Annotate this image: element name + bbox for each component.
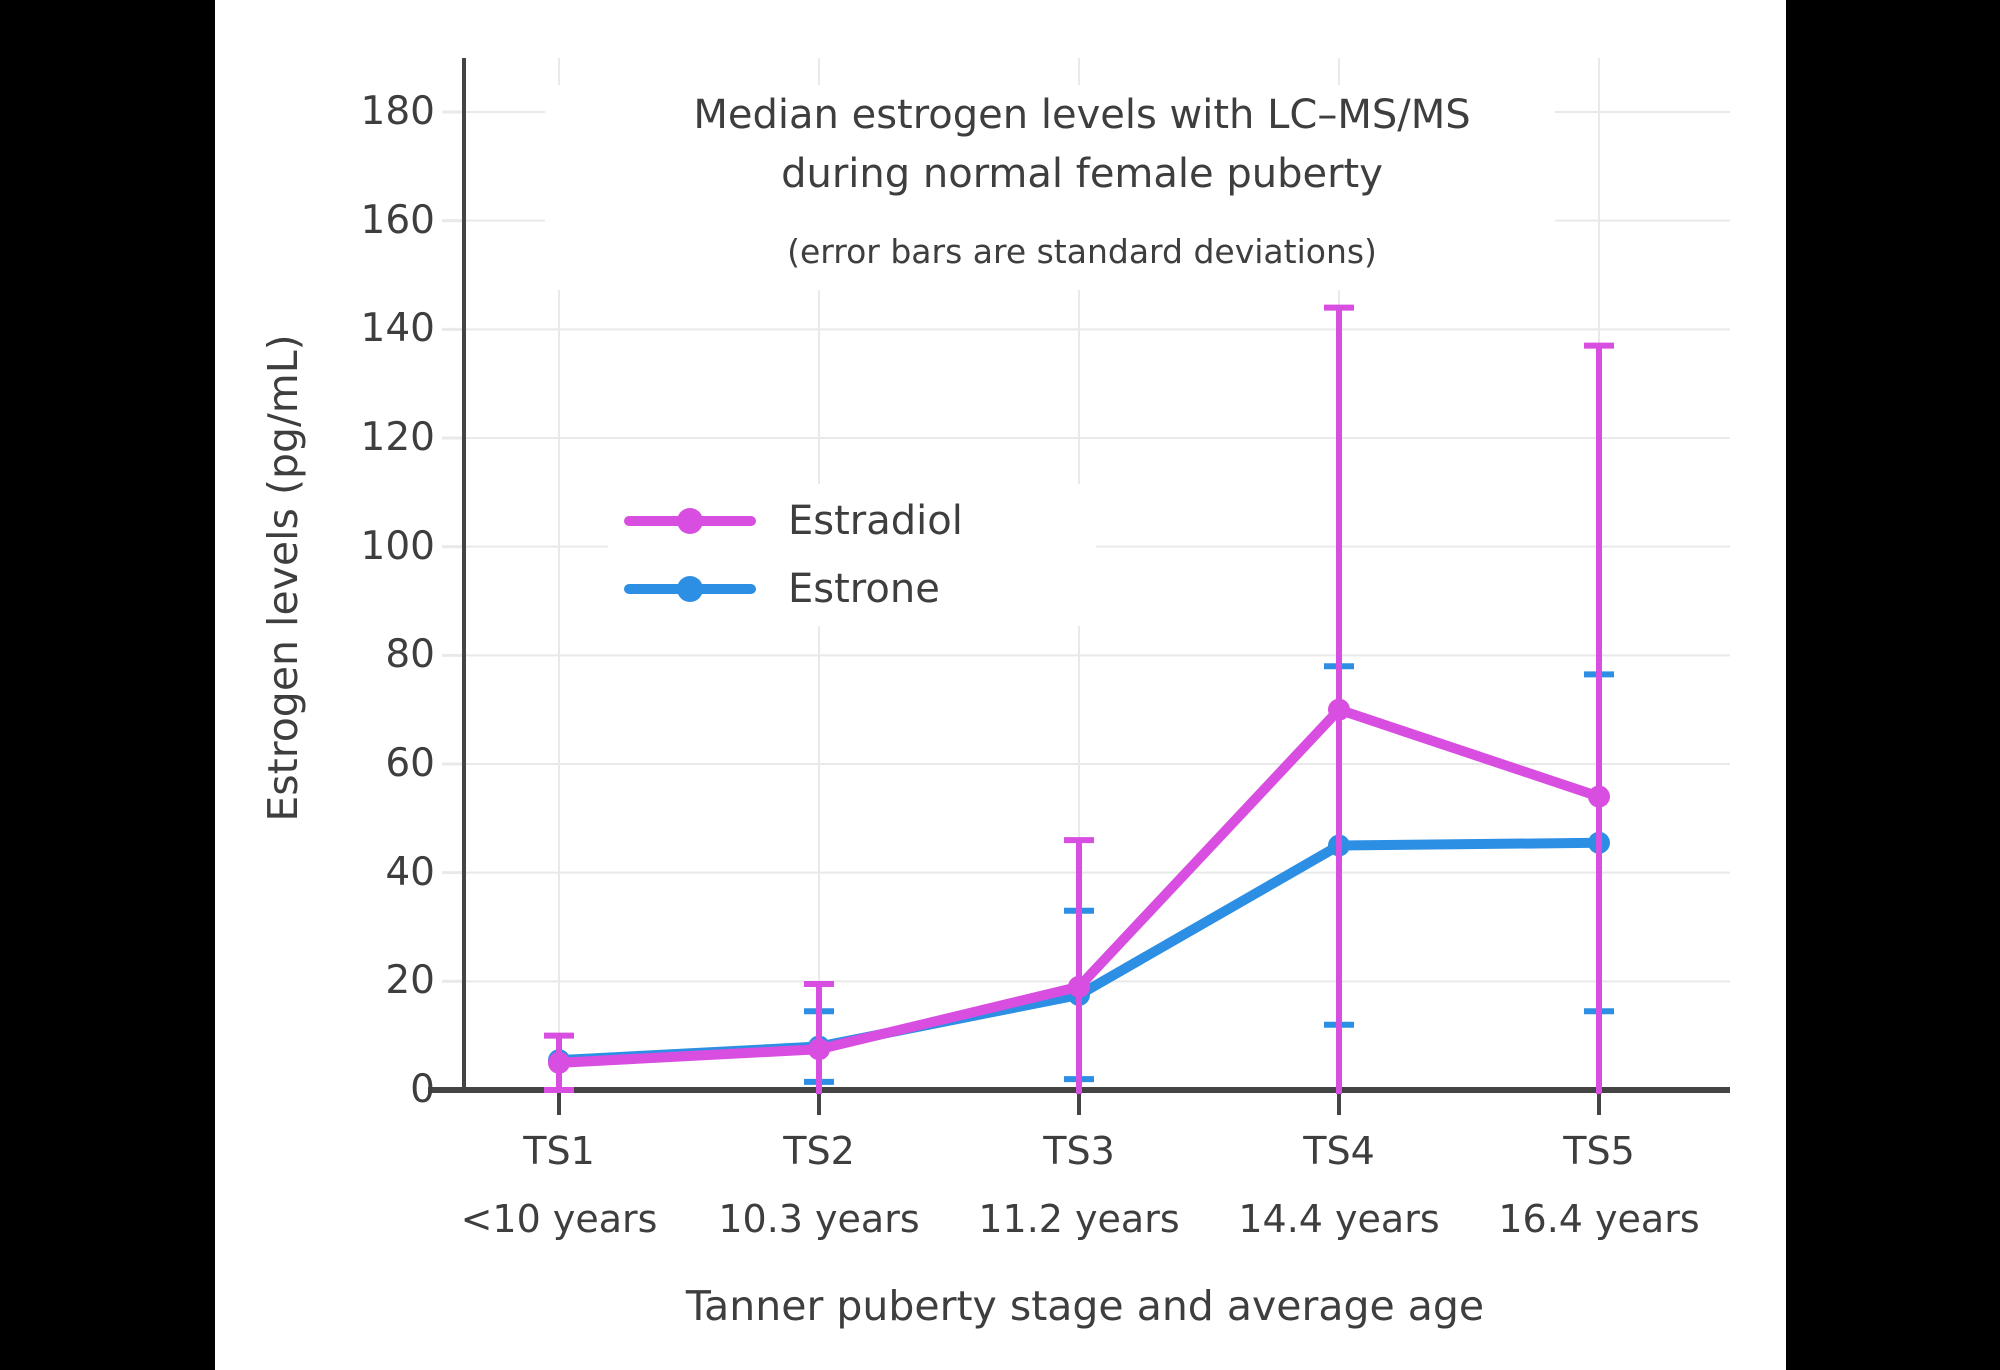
estradiol-line-swatch (624, 507, 756, 534)
legend-label-estradiol: Estradiol (788, 497, 963, 544)
x-stage-label-TS3: TS3 (1043, 1129, 1115, 1173)
y-tick-label-160: 160 (360, 197, 435, 243)
y-tick-label-20: 20 (385, 958, 435, 1004)
estrone-line-swatch (624, 576, 756, 603)
data-point-Estradiol-TS4[interactable] (1328, 698, 1350, 721)
x-axis-title: Tanner puberty stage and average age (685, 1282, 1485, 1330)
y-tick-label-120: 120 (360, 415, 435, 460)
chart-title-line1: Median estrogen levels with LC–MS/MS (693, 92, 1471, 138)
chart-title-line2: during normal female puberty (781, 151, 1383, 197)
chart-subtitle: (error bars are standard deviations) (787, 232, 1377, 271)
y-tick-label-40: 40 (385, 849, 435, 895)
y-tick-label-60: 60 (385, 741, 435, 786)
legend-item-estrone[interactable]: Estrone (608, 557, 1096, 621)
x-stage-label-TS2: TS2 (783, 1129, 855, 1173)
title-background (545, 85, 1555, 290)
estrone-marker-icon (677, 576, 703, 603)
x-age-label-TS1: <10 years (460, 1197, 658, 1241)
chart-title-block: Median estrogen levels with LC–MS/MS dur… (482, 86, 1682, 272)
x-stage-label-TS5: TS5 (1563, 1129, 1635, 1173)
estradiol-marker-icon (677, 507, 703, 534)
x-stage-label-TS4: TS4 (1303, 1129, 1375, 1173)
y-tick-label-140: 140 (360, 306, 435, 352)
x-age-label-TS4: 14.4 years (1238, 1197, 1440, 1241)
data-point-Estradiol-TS1[interactable] (548, 1051, 570, 1074)
y-tick-label-0: 0 (410, 1067, 435, 1112)
data-point-Estradiol-TS5[interactable] (1588, 785, 1610, 808)
y-tick-label-100: 100 (360, 523, 435, 569)
y-tick-label-80: 80 (385, 632, 435, 678)
legend: Estradiol Estrone (608, 484, 1096, 626)
data-point-Estradiol-TS2[interactable] (808, 1038, 830, 1061)
data-point-Estradiol-TS3[interactable] (1068, 975, 1090, 998)
x-age-label-TS3: 11.2 years (978, 1197, 1180, 1241)
x-stage-label-TS1: TS1 (523, 1129, 595, 1173)
legend-label-estrone: Estrone (788, 566, 940, 613)
y-tick-label-180: 180 (360, 89, 435, 134)
legend-item-estradiol[interactable]: Estradiol (608, 489, 1096, 553)
x-age-label-TS5: 16.4 years (1498, 1197, 1700, 1241)
x-age-label-TS2: 10.3 years (718, 1197, 920, 1241)
